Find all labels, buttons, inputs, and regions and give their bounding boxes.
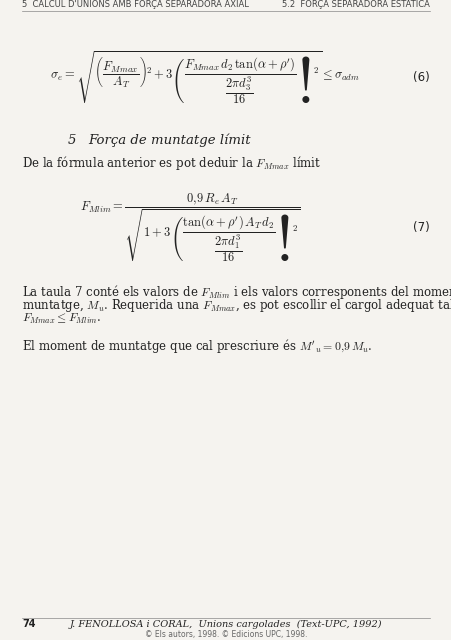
Text: 5: 5 [68,134,76,147]
Text: 5.2  FORÇA SEPARADORA ESTÀTICA: 5.2 FORÇA SEPARADORA ESTÀTICA [281,0,429,9]
Text: muntatge, $M_u$. Requerida una $F_{Mmax}$, es pot escollir el cargol adequat tal: muntatge, $M_u$. Requerida una $F_{Mmax}… [22,297,451,314]
Text: (6): (6) [412,72,429,84]
Text: 74: 74 [22,619,36,629]
Text: J. FENOLLOSA i CORAL,  Unions cargolades  (Text-UPC, 1992): J. FENOLLOSA i CORAL, Unions cargolades … [69,620,382,628]
Text: $\sigma_e = \sqrt{\left(\dfrac{F_{Mmax}}{A_T}\right)^{\!2} + 3\left(\dfrac{F_{Mm: $\sigma_e = \sqrt{\left(\dfrac{F_{Mmax}}… [50,49,359,106]
Text: De la fórmula anterior es pot deduir la $F_{Mmax}$ límit: De la fórmula anterior es pot deduir la … [22,154,321,172]
Text: $F_{Mlim} = \dfrac{0{,}9\,R_e\,A_T}{\sqrt{1 + 3\left(\dfrac{\tan(\alpha+\rho')\,: $F_{Mlim} = \dfrac{0{,}9\,R_e\,A_T}{\sqr… [79,191,300,264]
Text: © Els autors, 1998. © Edicions UPC, 1998.: © Els autors, 1998. © Edicions UPC, 1998… [144,630,307,639]
Text: 5  CÀLCUL D'UNIONS AMB FORÇA SEPARADORA AXIAL: 5 CÀLCUL D'UNIONS AMB FORÇA SEPARADORA A… [22,0,249,9]
Text: (7): (7) [412,221,429,234]
Text: Força de muntatge límit: Força de muntatge límit [88,133,250,147]
Text: $F_{Mmax} \leq F_{Mlim}$.: $F_{Mmax} \leq F_{Mlim}$. [22,312,101,326]
Text: La taula 7 conté els valors de $F_{Mlim}$ i els valors corresponents del moment : La taula 7 conté els valors de $F_{Mlim}… [22,283,451,301]
Text: El moment de muntatge que cal prescriure és $M'_u = 0{,}9\, M_u$.: El moment de muntatge que cal prescriure… [22,337,372,355]
